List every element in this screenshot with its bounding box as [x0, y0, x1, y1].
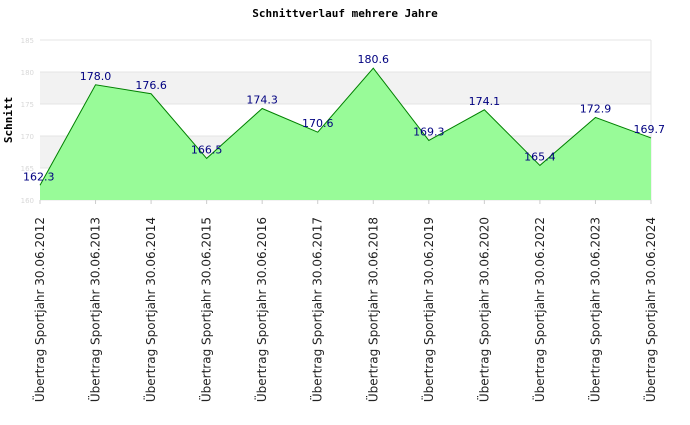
x-tick-label: Übertrag Sportjahr 30.06.2018	[364, 217, 380, 402]
series-area	[39, 67, 652, 200]
plot-band	[40, 40, 651, 72]
data-label: 174.3	[246, 93, 278, 106]
y-tick-label: 180	[21, 69, 34, 77]
y-tick-label: 165	[21, 165, 34, 173]
x-tick-label: Übertrag Sportjahr 30.06.2023	[586, 217, 602, 402]
y-axis-label: Schnitt	[2, 97, 15, 143]
series-line	[39, 67, 652, 186]
x-tick-label: Übertrag Sportjahr 30.06.2015	[198, 217, 214, 402]
data-label: 162.3	[23, 170, 55, 183]
data-label: 178.0	[80, 70, 112, 83]
x-tick-label: Übertrag Sportjahr 30.06.2020	[475, 217, 491, 402]
data-label: 180.6	[358, 53, 390, 66]
data-labels: 162.3 178.0 176.6 166.5 174.3 170.6 180.6 169.3…	[23, 53, 665, 183]
chart-title: Schnittverlauf mehrere Jahre	[252, 7, 438, 20]
x-tick-label: Übertrag Sportjahr 30.06.2017	[309, 217, 325, 402]
data-label: 169.3	[413, 125, 445, 138]
data-label: 176.6	[135, 79, 167, 92]
y-ticks: 160 165 170 175 180 185	[21, 37, 34, 205]
data-label: 165.4	[524, 150, 556, 163]
x-tick-label: Übertrag Sportjahr 30.06.2016	[253, 217, 269, 402]
x-tick-label: Übertrag Sportjahr 30.06.2012	[31, 217, 47, 402]
x-tick-label: Übertrag Sportjahr 30.06.2024	[642, 217, 658, 402]
x-tick-label: Übertrag Sportjahr 30.06.2022	[531, 217, 547, 402]
data-label: 172.9	[580, 102, 612, 115]
y-tick-label: 160	[21, 197, 34, 205]
area-fill	[40, 68, 651, 200]
data-label: 174.1	[469, 95, 501, 108]
data-label: 170.6	[302, 117, 334, 130]
x-ticks: Übertrag Sportjahr 30.06.2012 Übertrag Sp…	[31, 200, 658, 402]
y-tick-label: 185	[21, 37, 34, 45]
y-tick-label: 170	[21, 133, 34, 141]
data-label: 169.7	[634, 123, 666, 136]
data-label: 166.5	[191, 143, 223, 156]
x-tick-label: Übertrag Sportjahr 30.06.2019	[420, 217, 436, 402]
x-tick-label: Übertrag Sportjahr 30.06.2013	[87, 217, 103, 402]
x-tick-label: Übertrag Sportjahr 30.06.2014	[142, 217, 158, 402]
y-tick-label: 175	[21, 101, 34, 109]
